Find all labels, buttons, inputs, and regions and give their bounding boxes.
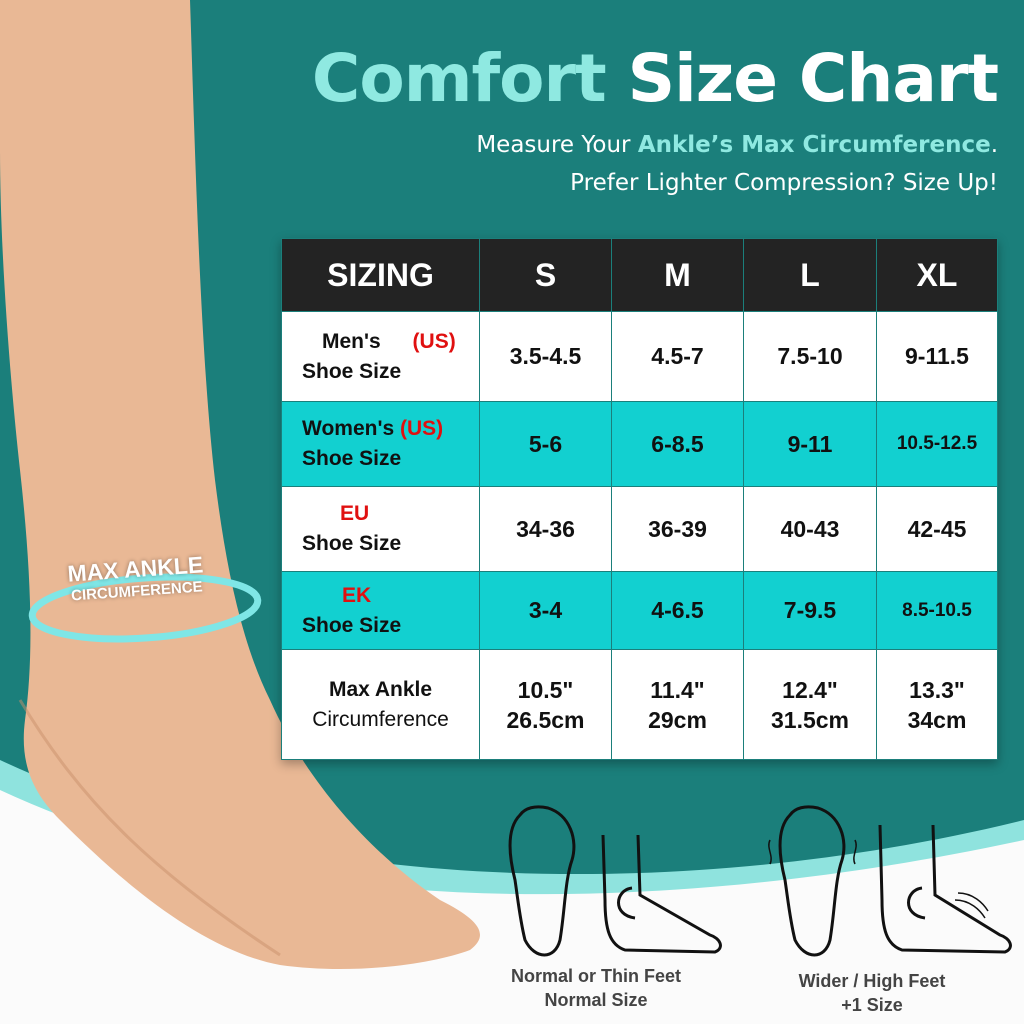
inches: 11.4" [650,676,705,703]
caption-line1: Normal or Thin Feet [510,966,681,986]
cell: 4.5-7 [611,311,744,402]
cell: 12.4" 31.5cm [743,649,877,760]
header-row: SIZING S M L XL [281,238,998,312]
cell: 7-9.5 [743,571,877,650]
cell: 5-6 [479,401,612,487]
size-table: SIZING S M L XL Men's (US) Shoe Size 3.5-… [281,238,998,760]
inches: 13.3" [909,676,965,703]
header-xl: XL [876,238,998,312]
cell: 7.5-10 [743,311,877,402]
label-tag: EU [340,502,370,525]
title-accent: Comfort [311,40,607,117]
cell: 36-39 [611,486,744,572]
label-line2: Shoe Size [302,447,402,470]
subtitle-suffix: . [990,132,998,158]
row-label: Max Ankle Circumference [281,649,480,760]
cell: 11.4" 29cm [611,649,744,760]
cell: 9-11.5 [876,311,998,402]
label-tag: (US) [399,417,444,440]
ankle-ring [28,573,262,643]
wide-foot-icon [768,805,1012,957]
cell: 10.5" 26.5cm [479,649,612,760]
label-line1: Max Ankle [328,677,433,701]
normal-feet-caption: Normal or Thin Feet Normal Size [490,964,702,1012]
row-label: Men's (US) Shoe Size [281,311,480,402]
label-line2: Circumference [312,707,449,731]
cell: 42-45 [876,486,998,572]
subtitle-line-2: Prefer Lighter Compression? Size Up! [570,170,998,196]
cell: 9-11 [743,401,877,487]
label-tag: EK [342,583,372,607]
label-line1: Women's [302,417,395,440]
header-sizing: SIZING [281,238,480,312]
caption-line1: Wider / High Feet [798,971,946,991]
title-main: Size Chart [627,40,999,117]
cm: 31.5cm [770,706,849,733]
page-title: Comfort Size Chart [311,40,999,117]
row-label: Women's (US) Shoe Size [281,401,480,487]
table-row: Max Ankle Circumference 10.5" 26.5cm 11.4"… [281,649,998,760]
cell: 10.5-12.5 [876,401,998,487]
table-row: EK Shoe Size 3-4 4-6.5 7-9.5 8.5-10.5 [281,571,998,650]
cell: 13.3" 34cm [876,649,998,760]
normal-foot-icon [508,805,722,957]
cell: 4-6.5 [611,571,744,650]
header-m: M [611,238,744,312]
subtitle-line-1: Measure Your Ankle’s Max Circumference. [476,132,998,158]
table-row: Women's (US) Shoe Size 5-6 6-8.5 9-11 10.… [281,401,998,487]
label-line2: Shoe Size [302,532,402,555]
subtitle-highlight: Ankle’s Max Circumference [637,132,991,158]
caption-line2: +1 Size [841,995,903,1015]
leg-image [0,0,480,970]
table-row: EU Shoe Size 34-36 36-39 40-43 42-45 [281,486,998,572]
label-line2: Shoe Size [302,359,402,383]
row-label: EK Shoe Size [281,571,480,650]
cell: 8.5-10.5 [876,571,998,650]
white-wave [0,790,1024,1024]
label-line2: Shoe Size [302,613,402,637]
inches: 12.4" [782,676,838,703]
row-label: EU Shoe Size [281,486,480,572]
cm: 34cm [907,706,967,733]
cell: 34-36 [479,486,612,572]
inches: 10.5" [517,676,574,703]
cell: 40-43 [743,486,877,572]
label-tag: (US) [412,329,456,353]
header-s: S [479,238,612,312]
wide-feet-caption: Wider / High Feet +1 Size [772,969,972,1017]
table-row: Men's (US) Shoe Size 3.5-4.5 4.5-7 7.5-10… [281,311,998,402]
cell: 6-8.5 [611,401,744,487]
header-l: L [743,238,877,312]
cm: 26.5cm [506,706,585,733]
label-line1: Men's [322,329,381,353]
caption-line2: Normal Size [544,990,648,1010]
cm: 29cm [648,706,707,733]
subtitle-prefix: Measure Your [476,132,638,158]
cell: 3.5-4.5 [479,311,612,402]
cell: 3-4 [479,571,612,650]
